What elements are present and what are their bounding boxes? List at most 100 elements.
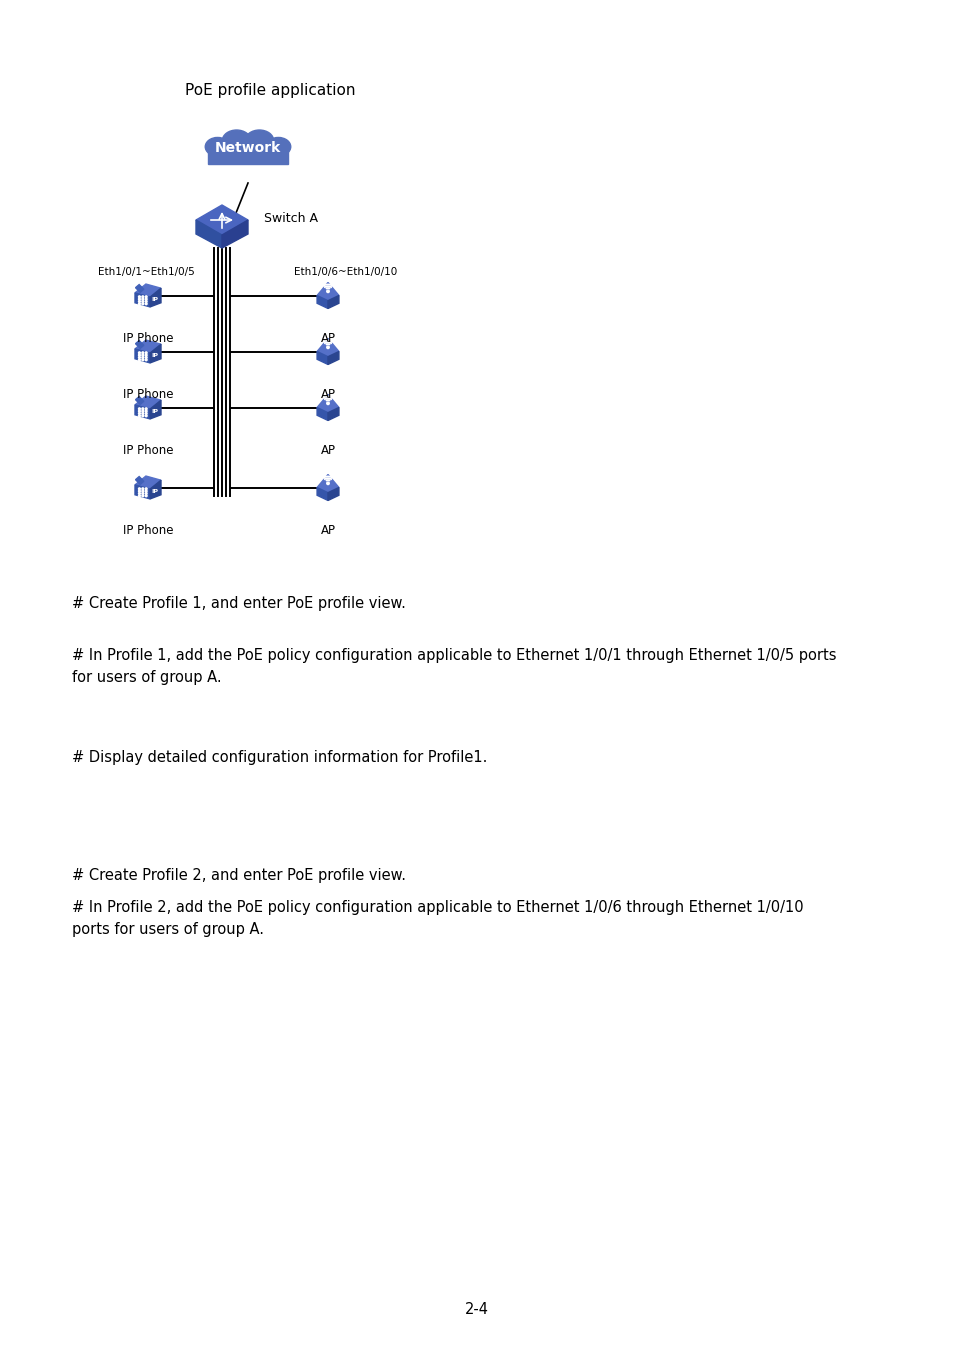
Circle shape <box>145 495 147 497</box>
Text: IP Phone: IP Phone <box>123 524 173 537</box>
Text: AP: AP <box>320 524 335 537</box>
Ellipse shape <box>205 138 230 157</box>
Circle shape <box>142 298 144 300</box>
Text: IP Phone: IP Phone <box>123 387 173 401</box>
Polygon shape <box>135 348 150 363</box>
Circle shape <box>138 408 140 409</box>
Text: IP: IP <box>152 352 158 358</box>
Circle shape <box>145 359 147 360</box>
Circle shape <box>138 352 140 354</box>
Circle shape <box>145 413 147 414</box>
Ellipse shape <box>256 140 287 163</box>
Polygon shape <box>135 477 144 485</box>
Text: # In Profile 1, add the PoE policy configuration applicable to Ethernet 1/0/1 th: # In Profile 1, add the PoE policy confi… <box>71 648 836 663</box>
Circle shape <box>145 490 147 491</box>
Polygon shape <box>195 205 248 235</box>
Circle shape <box>327 346 329 348</box>
Circle shape <box>138 298 140 300</box>
Circle shape <box>145 493 147 494</box>
Circle shape <box>138 414 140 417</box>
Circle shape <box>145 410 147 412</box>
Circle shape <box>138 410 140 412</box>
Polygon shape <box>150 288 161 306</box>
Circle shape <box>145 302 147 305</box>
Circle shape <box>327 402 329 405</box>
Text: AP: AP <box>320 387 335 401</box>
Circle shape <box>138 493 140 494</box>
Circle shape <box>145 356 147 358</box>
Text: PoE profile application: PoE profile application <box>185 82 355 97</box>
Text: # Create Profile 2, and enter PoE profile view.: # Create Profile 2, and enter PoE profil… <box>71 868 406 883</box>
Ellipse shape <box>266 138 291 157</box>
Polygon shape <box>316 474 338 493</box>
Circle shape <box>142 352 144 354</box>
Ellipse shape <box>222 130 251 151</box>
Polygon shape <box>135 340 161 354</box>
Circle shape <box>327 290 329 293</box>
Circle shape <box>145 352 147 354</box>
Text: # Create Profile 1, and enter PoE profile view.: # Create Profile 1, and enter PoE profil… <box>71 595 405 612</box>
Text: Switch A: Switch A <box>264 212 317 224</box>
Polygon shape <box>135 285 144 293</box>
Polygon shape <box>195 220 222 248</box>
Text: IP: IP <box>152 489 158 494</box>
Polygon shape <box>328 351 338 364</box>
Polygon shape <box>328 296 338 309</box>
Polygon shape <box>135 397 144 405</box>
Circle shape <box>142 487 144 490</box>
Circle shape <box>145 408 147 409</box>
Polygon shape <box>316 296 328 309</box>
Text: ports for users of group A.: ports for users of group A. <box>71 922 264 937</box>
Circle shape <box>138 413 140 414</box>
Circle shape <box>138 302 140 305</box>
Polygon shape <box>328 408 338 420</box>
Circle shape <box>145 301 147 302</box>
Text: Eth1/0/1~Eth1/0/5: Eth1/0/1~Eth1/0/5 <box>97 267 194 277</box>
Polygon shape <box>135 405 150 418</box>
Circle shape <box>327 482 329 485</box>
Ellipse shape <box>230 135 266 161</box>
Circle shape <box>142 414 144 417</box>
Circle shape <box>142 359 144 360</box>
Text: AP: AP <box>320 332 335 346</box>
Polygon shape <box>135 284 161 297</box>
Polygon shape <box>150 481 161 500</box>
Circle shape <box>138 354 140 356</box>
Circle shape <box>145 298 147 300</box>
Text: 2-4: 2-4 <box>464 1303 489 1318</box>
Text: Network: Network <box>214 140 281 155</box>
Polygon shape <box>135 396 161 409</box>
Polygon shape <box>316 351 328 364</box>
Text: for users of group A.: for users of group A. <box>71 670 221 684</box>
Circle shape <box>142 495 144 497</box>
Text: IP: IP <box>152 409 158 413</box>
Circle shape <box>142 301 144 302</box>
Polygon shape <box>316 394 338 413</box>
Polygon shape <box>150 344 161 363</box>
Text: Eth1/0/6~Eth1/0/10: Eth1/0/6~Eth1/0/10 <box>294 267 397 277</box>
Circle shape <box>145 354 147 356</box>
Text: # In Profile 2, add the PoE policy configuration applicable to Ethernet 1/0/6 th: # In Profile 2, add the PoE policy confi… <box>71 900 802 915</box>
Circle shape <box>142 413 144 414</box>
Ellipse shape <box>209 140 239 163</box>
Circle shape <box>138 296 140 298</box>
Circle shape <box>138 356 140 358</box>
Text: IP Phone: IP Phone <box>123 332 173 346</box>
Text: # Display detailed configuration information for Profile1.: # Display detailed configuration informa… <box>71 751 487 765</box>
Bar <box>208 143 288 163</box>
Polygon shape <box>316 487 328 501</box>
Circle shape <box>138 301 140 302</box>
Circle shape <box>142 408 144 409</box>
Circle shape <box>145 296 147 298</box>
Polygon shape <box>328 487 338 501</box>
Circle shape <box>142 410 144 412</box>
Circle shape <box>142 356 144 358</box>
Polygon shape <box>135 293 150 306</box>
Polygon shape <box>222 220 248 248</box>
Polygon shape <box>150 400 161 418</box>
Circle shape <box>138 487 140 490</box>
Circle shape <box>138 359 140 360</box>
Ellipse shape <box>245 130 274 151</box>
Polygon shape <box>135 340 144 348</box>
Polygon shape <box>135 477 161 489</box>
